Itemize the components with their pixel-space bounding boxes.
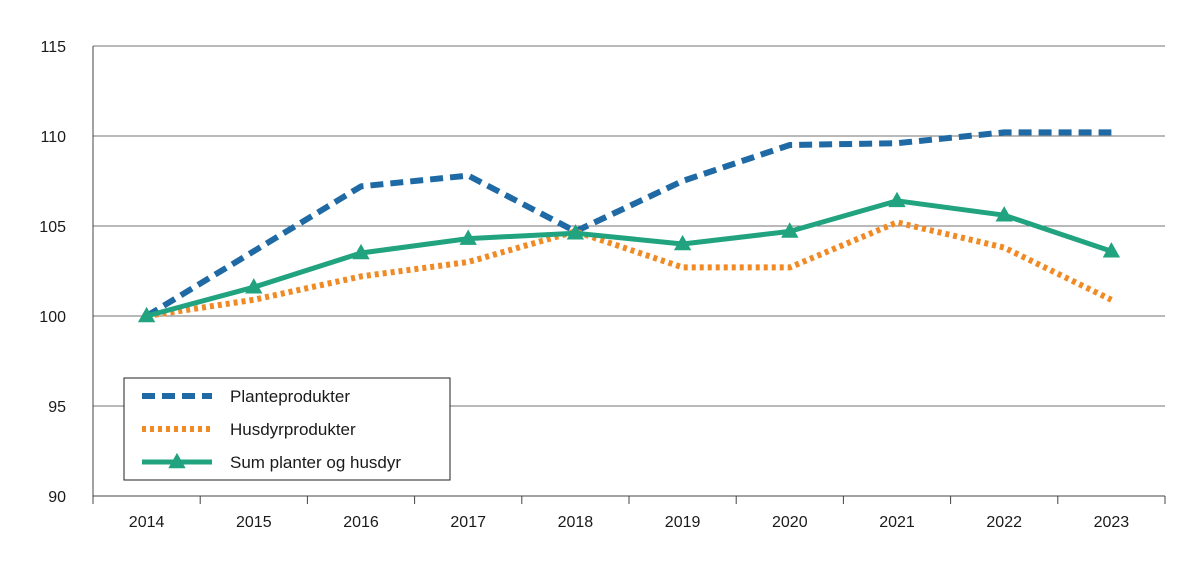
series-line-0 xyxy=(145,129,1112,319)
legend-label: Planteprodukter xyxy=(230,387,350,406)
axes: 90 95 100 105 110 115 2014 2015 2016 2017 2018 2019… xyxy=(39,39,1166,531)
series-marker xyxy=(459,229,477,245)
series-marker xyxy=(995,206,1013,222)
x-tick-label: 2014 xyxy=(129,514,165,531)
y-tick-label: 110 xyxy=(40,129,66,146)
x-tick-label: 2020 xyxy=(772,514,808,531)
legend: Planteprodukter Husdyrprodukter Sum plante… xyxy=(123,377,451,481)
x-tick-label: 2023 xyxy=(1094,514,1130,531)
x-tick-label: 2022 xyxy=(986,514,1022,531)
series-line-1 xyxy=(146,219,1113,319)
x-tick-label: 2016 xyxy=(343,514,379,531)
x-tick-label: 2015 xyxy=(236,514,272,531)
y-tick-label: 95 xyxy=(48,399,66,416)
series-marker xyxy=(566,224,585,240)
y-tick-label: 115 xyxy=(40,39,66,56)
series-marker xyxy=(673,234,692,251)
series-marker xyxy=(137,306,156,323)
series-marker xyxy=(352,243,370,260)
x-tick-label: 2019 xyxy=(665,514,701,531)
x-tick-label: 2021 xyxy=(879,514,915,531)
x-tick-label: 2018 xyxy=(558,514,594,531)
y-tick-label: 90 xyxy=(48,489,66,506)
series-marker xyxy=(888,191,906,208)
y-tick-label: 105 xyxy=(39,219,66,236)
legend-label: Husdyrprodukter xyxy=(230,420,356,439)
series-marker xyxy=(781,222,799,238)
legend-marker xyxy=(168,452,186,469)
series-lines xyxy=(137,129,1121,323)
x-tick-label: 2017 xyxy=(450,514,486,531)
y-tick-label: 100 xyxy=(39,309,66,326)
series-line-2 xyxy=(145,198,1113,319)
gridlines xyxy=(93,45,1165,407)
series-marker xyxy=(245,278,263,294)
legend-label: Sum planter og husdyr xyxy=(230,453,401,472)
series-marker xyxy=(1102,242,1121,258)
